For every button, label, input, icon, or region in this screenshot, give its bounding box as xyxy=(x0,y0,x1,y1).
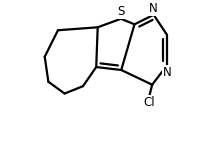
Text: N: N xyxy=(149,2,158,15)
Text: S: S xyxy=(117,5,125,18)
Text: Cl: Cl xyxy=(143,96,155,109)
Text: N: N xyxy=(162,66,171,79)
